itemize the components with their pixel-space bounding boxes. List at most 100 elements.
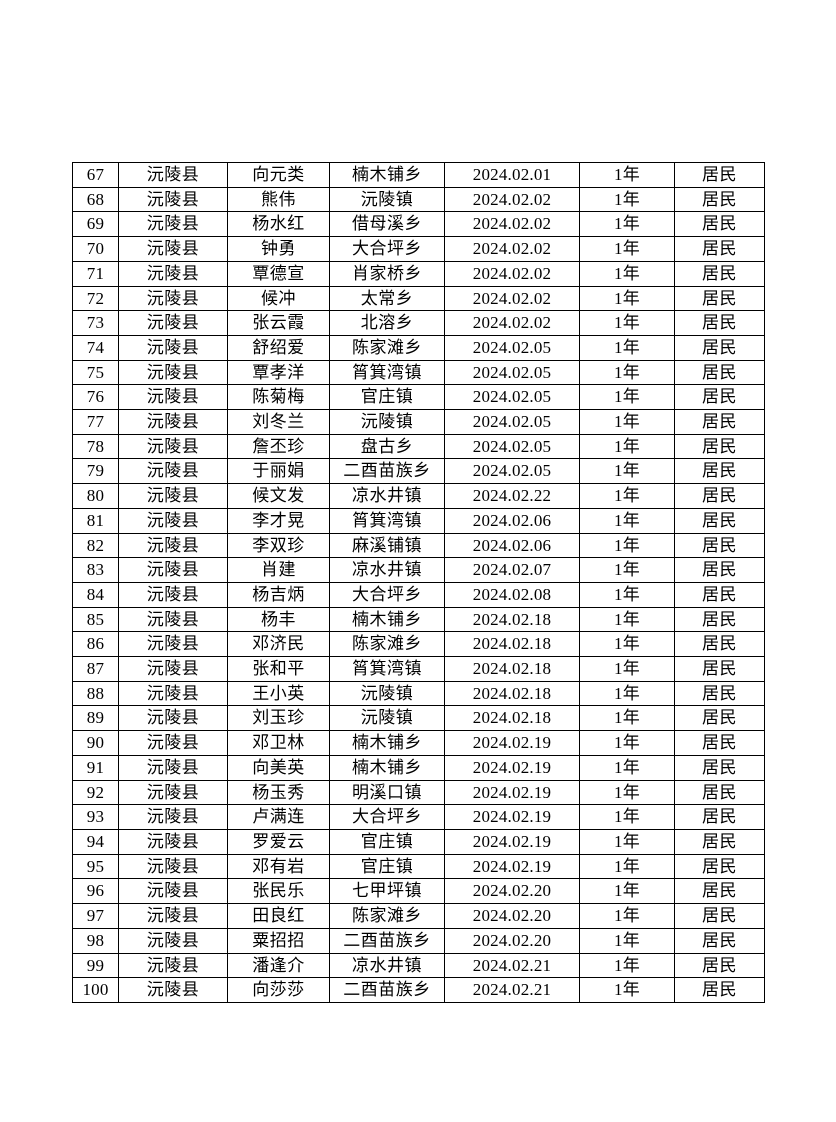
table-row: 76 沅陵县 陈菊梅 官庄镇 2024.02.05 1年 居民 <box>72 384 765 411</box>
cell-duration: 1年 <box>579 656 675 682</box>
cell-duration: 1年 <box>579 631 675 658</box>
table-row: 75 沅陵县 覃孝洋 筲箕湾镇 2024.02.05 1年 居民 <box>72 359 765 386</box>
table-row: 79 沅陵县 于丽娟 二酉苗族乡 2024.02.05 1年 居民 <box>72 458 765 485</box>
cell-township: 大合坪乡 <box>329 236 445 262</box>
registry-table-body: 67 沅陵县 向元类 楠木铺乡 2024.02.01 1年 居民 68 沅陵县 熊伟 沅陵镇 2024… <box>72 162 765 1003</box>
cell-county: 沅陵县 <box>118 162 228 188</box>
cell-category: 居民 <box>674 779 765 806</box>
cell-duration: 1年 <box>579 260 675 287</box>
cell-category: 居民 <box>674 310 765 336</box>
cell-duration: 1年 <box>579 730 675 756</box>
cell-date: 2024.02.21 <box>444 952 580 979</box>
cell-date: 2024.02.19 <box>444 804 580 830</box>
cell-county: 沅陵县 <box>118 236 228 262</box>
cell-date: 2024.02.07 <box>444 557 580 583</box>
cell-name: 陈菊梅 <box>227 384 330 411</box>
cell-category: 居民 <box>674 952 765 979</box>
cell-name: 邓卫林 <box>227 730 330 756</box>
cell-index: 99 <box>72 952 119 979</box>
cell-name: 罗爱云 <box>227 828 330 855</box>
cell-duration: 1年 <box>579 557 675 583</box>
table-row: 99 沅陵县 潘逢介 凉水井镇 2024.02.21 1年 居民 <box>72 952 765 979</box>
cell-index: 76 <box>72 384 119 411</box>
cell-township: 筲箕湾镇 <box>329 359 445 386</box>
table-row: 77 沅陵县 刘冬兰 沅陵镇 2024.02.05 1年 居民 <box>72 409 765 435</box>
cell-county: 沅陵县 <box>118 211 228 238</box>
cell-county: 沅陵县 <box>118 730 228 756</box>
cell-duration: 1年 <box>579 878 675 905</box>
cell-category: 居民 <box>674 334 765 361</box>
cell-township: 沅陵镇 <box>329 409 445 435</box>
cell-county: 沅陵县 <box>118 952 228 979</box>
cell-index: 71 <box>72 260 119 287</box>
cell-name: 詹丕珍 <box>227 433 330 460</box>
table-row: 72 沅陵县 候冲 太常乡 2024.02.02 1年 居民 <box>72 285 765 312</box>
cell-name: 李双珍 <box>227 532 330 559</box>
cell-name: 张和平 <box>227 656 330 682</box>
cell-duration: 1年 <box>579 507 675 534</box>
cell-date: 2024.02.19 <box>444 730 580 756</box>
cell-index: 82 <box>72 532 119 559</box>
cell-date: 2024.02.05 <box>444 409 580 435</box>
cell-category: 居民 <box>674 730 765 756</box>
cell-county: 沅陵县 <box>118 581 228 608</box>
cell-township: 大合坪乡 <box>329 804 445 830</box>
cell-category: 居民 <box>674 606 765 633</box>
cell-index: 90 <box>72 730 119 756</box>
cell-date: 2024.02.18 <box>444 705 580 732</box>
table-row: 71 沅陵县 覃德宣 肖家桥乡 2024.02.02 1年 居民 <box>72 260 765 287</box>
cell-township: 陈家滩乡 <box>329 903 445 929</box>
cell-county: 沅陵县 <box>118 483 228 509</box>
cell-township: 太常乡 <box>329 285 445 312</box>
cell-township: 楠木铺乡 <box>329 606 445 633</box>
cell-county: 沅陵县 <box>118 779 228 806</box>
cell-category: 居民 <box>674 631 765 658</box>
cell-county: 沅陵县 <box>118 359 228 386</box>
table-row: 69 沅陵县 杨水红 借母溪乡 2024.02.02 1年 居民 <box>72 211 765 238</box>
cell-name: 杨丰 <box>227 606 330 633</box>
cell-name: 向元类 <box>227 162 330 188</box>
cell-name: 张云霞 <box>227 310 330 336</box>
cell-township: 七甲坪镇 <box>329 878 445 905</box>
cell-index: 77 <box>72 409 119 435</box>
cell-index: 83 <box>72 557 119 583</box>
table-row: 89 沅陵县 刘玉珍 沅陵镇 2024.02.18 1年 居民 <box>72 705 765 732</box>
cell-date: 2024.02.20 <box>444 927 580 954</box>
cell-county: 沅陵县 <box>118 927 228 954</box>
cell-name: 邓有岩 <box>227 853 330 880</box>
cell-duration: 1年 <box>579 952 675 979</box>
cell-duration: 1年 <box>579 211 675 238</box>
cell-category: 居民 <box>674 211 765 238</box>
cell-township: 明溪口镇 <box>329 779 445 806</box>
table-row: 100 沅陵县 向莎莎 二酉苗族乡 2024.02.21 1年 居民 <box>72 977 765 1003</box>
cell-index: 68 <box>72 186 119 213</box>
cell-name: 李才晃 <box>227 507 330 534</box>
table-row: 95 沅陵县 邓有岩 官庄镇 2024.02.19 1年 居民 <box>72 853 765 880</box>
cell-county: 沅陵县 <box>118 409 228 435</box>
cell-index: 73 <box>72 310 119 336</box>
cell-index: 70 <box>72 236 119 262</box>
table-row: 88 沅陵县 王小英 沅陵镇 2024.02.18 1年 居民 <box>72 680 765 707</box>
cell-index: 94 <box>72 828 119 855</box>
cell-county: 沅陵县 <box>118 310 228 336</box>
cell-category: 居民 <box>674 705 765 732</box>
cell-township: 筲箕湾镇 <box>329 656 445 682</box>
cell-township: 凉水井镇 <box>329 952 445 979</box>
table-row: 68 沅陵县 熊伟 沅陵镇 2024.02.02 1年 居民 <box>72 186 765 213</box>
cell-county: 沅陵县 <box>118 656 228 682</box>
cell-township: 二酉苗族乡 <box>329 458 445 485</box>
table-row: 85 沅陵县 杨丰 楠木铺乡 2024.02.18 1年 居民 <box>72 606 765 633</box>
cell-township: 筲箕湾镇 <box>329 507 445 534</box>
cell-duration: 1年 <box>579 384 675 411</box>
cell-date: 2024.02.19 <box>444 853 580 880</box>
cell-category: 居民 <box>674 409 765 435</box>
cell-index: 80 <box>72 483 119 509</box>
table-row: 86 沅陵县 邓济民 陈家滩乡 2024.02.18 1年 居民 <box>72 631 765 658</box>
cell-duration: 1年 <box>579 359 675 386</box>
cell-date: 2024.02.08 <box>444 581 580 608</box>
cell-township: 官庄镇 <box>329 384 445 411</box>
cell-name: 卢满连 <box>227 804 330 830</box>
cell-category: 居民 <box>674 162 765 188</box>
cell-township: 沅陵镇 <box>329 680 445 707</box>
